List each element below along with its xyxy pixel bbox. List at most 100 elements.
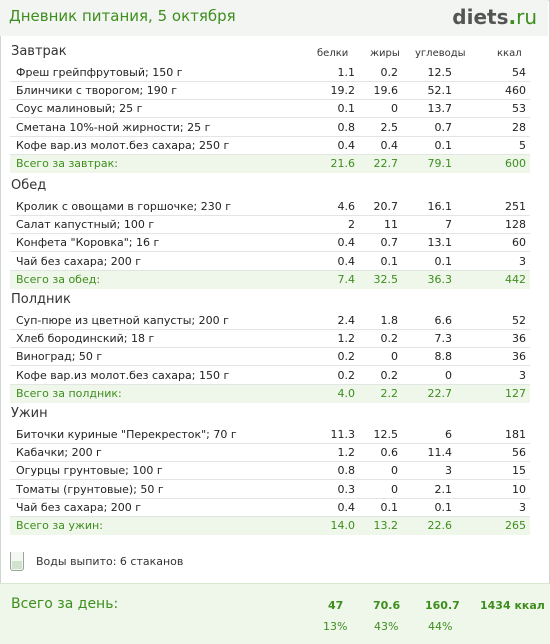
meal-total-row: Всего за завтрак: 21.6 22.7 79.1 600 <box>10 155 530 173</box>
food-name: Всего за завтрак: <box>16 157 119 170</box>
food-name: Кофе вар.из молот.без сахара; 250 г <box>16 139 230 152</box>
fat-value: 19.6 <box>373 84 399 97</box>
carbs-value: 7.3 <box>434 332 453 345</box>
fat-value: 0 <box>391 350 398 363</box>
carbs-value: 11.4 <box>427 446 453 459</box>
fat-value: 20.7 <box>373 200 399 213</box>
carbs-value: 79.1 <box>427 157 453 170</box>
carbs-value: 13.1 <box>427 236 453 249</box>
day-protein-pct: 13% <box>323 620 348 633</box>
protein-value: 19.2 <box>330 84 356 97</box>
food-name: Всего за обед: <box>16 273 101 286</box>
day-fat-pct: 43% <box>374 620 399 633</box>
kcal-value: 442 <box>505 273 526 286</box>
carbs-value: 3 <box>445 464 452 477</box>
fat-value: 0.6 <box>380 446 399 459</box>
water-text: Воды выпито: 6 стаканов <box>36 555 184 568</box>
food-row[interactable]: Конфета "Коровка"; 16 г 0.4 0.7 13.1 60 <box>10 234 530 252</box>
logo-tld: ru <box>516 5 537 29</box>
day-kcal: 1434 ккал <box>480 599 545 612</box>
carbs-value: 8.8 <box>434 350 453 363</box>
food-row[interactable]: Чай без сахара; 200 г 0.4 0.1 0.1 3 <box>10 499 530 517</box>
food-name: Конфета "Коровка"; 16 г <box>16 236 160 249</box>
fat-value: 1.8 <box>380 314 399 327</box>
carbs-value: 0.7 <box>434 121 453 134</box>
fat-value: 0 <box>391 464 398 477</box>
kcal-value: 5 <box>519 139 526 152</box>
protein-value: 0.2 <box>337 350 356 363</box>
food-name: Виноград; 50 г <box>16 350 103 363</box>
kcal-value: 53 <box>512 102 526 115</box>
food-row[interactable]: Кролик с овощами в горшочке; 230 г 4.6 20.… <box>10 198 530 216</box>
fat-value: 0.2 <box>380 66 399 79</box>
fat-value: 32.5 <box>373 273 399 286</box>
protein-value: 1.2 <box>337 446 356 459</box>
fat-value: 0.2 <box>380 332 399 345</box>
fat-value: 13.2 <box>373 519 399 532</box>
food-row[interactable]: Сметана 10%-ной жирности; 25 г 0.8 2.5 0.7 2… <box>10 119 530 137</box>
column-headers: белки жиры углеводы ккал <box>0 48 550 62</box>
protein-value: 2 <box>348 218 355 231</box>
kcal-value: 460 <box>505 84 526 97</box>
meal-title: Полдник <box>11 292 71 307</box>
carbs-value: 22.7 <box>427 387 453 400</box>
carbs-value: 16.1 <box>427 200 453 213</box>
kcal-value: 181 <box>505 428 526 441</box>
col-fat: жиры <box>370 48 400 59</box>
food-row[interactable]: Томаты (грунтовые); 50 г 0.3 0 2.1 10 <box>10 481 530 499</box>
food-row[interactable]: Чай без сахара; 200 г 0.4 0.1 0.1 3 <box>10 253 530 271</box>
kcal-value: 128 <box>505 218 526 231</box>
meal-title: Завтрак <box>11 44 67 59</box>
food-row[interactable]: Кабачки; 200 г 1.2 0.6 11.4 56 <box>10 444 530 462</box>
kcal-value: 54 <box>512 66 526 79</box>
fat-value: 2.2 <box>380 387 399 400</box>
protein-value: 11.3 <box>330 428 356 441</box>
carbs-value: 0.1 <box>434 501 453 514</box>
day-protein: 47 <box>328 599 344 612</box>
food-name: Всего за полдник: <box>16 387 122 400</box>
protein-value: 0.4 <box>337 236 356 249</box>
meal-title: Обед <box>11 178 47 193</box>
fat-value: 0 <box>391 102 398 115</box>
food-name: Кабачки; 200 г <box>16 446 102 459</box>
food-row[interactable]: Суп-пюре из цветной капусты; 200 г 2.4 1.8… <box>10 312 530 330</box>
protein-value: 0.4 <box>337 501 356 514</box>
food-row[interactable]: Кофе вар.из молот.без сахара; 250 г 0.4 0.… <box>10 137 530 155</box>
protein-value: 1.2 <box>337 332 356 345</box>
food-row[interactable]: Хлеб бородинский; 18 г 1.2 0.2 7.3 36 <box>10 330 530 348</box>
food-row[interactable]: Кофе вар.из молот.без сахара; 150 г 0.2 0.… <box>10 367 530 385</box>
fat-value: 2.5 <box>380 121 399 134</box>
food-row[interactable]: Блинчики с творогом; 190 г 19.2 19.6 52.1 46… <box>10 82 530 100</box>
food-name: Огурцы грунтовые; 100 г <box>16 464 163 477</box>
carbs-value: 0.1 <box>434 255 453 268</box>
food-row[interactable]: Виноград; 50 г 0.2 0 8.8 36 <box>10 348 530 366</box>
kcal-value: 28 <box>512 121 526 134</box>
food-row[interactable]: Фреш грейпфрутовый; 150 г 1.1 0.2 12.5 54 <box>10 64 530 82</box>
carbs-value: 12.5 <box>427 66 453 79</box>
kcal-value: 3 <box>519 369 526 382</box>
carbs-value: 6 <box>445 428 452 441</box>
food-row[interactable]: Биточки куриные "Перекресток"; 70 г 11.3 1… <box>10 426 530 444</box>
site-logo[interactable]: diets.ru <box>452 5 537 29</box>
protein-value: 0.3 <box>337 483 356 496</box>
food-name: Всего за ужин: <box>16 519 103 532</box>
food-name: Чай без сахара; 200 г <box>16 255 142 268</box>
kcal-value: 15 <box>512 464 526 477</box>
food-name: Салат капустный; 100 г <box>16 218 155 231</box>
carbs-value: 6.6 <box>434 314 453 327</box>
col-protein: белки <box>317 48 349 59</box>
fat-value: 0 <box>391 483 398 496</box>
protein-value: 1.1 <box>337 66 356 79</box>
day-total-label: Всего за день: <box>11 596 119 612</box>
day-carbs-pct: 44% <box>428 620 453 633</box>
carbs-value: 13.7 <box>427 102 453 115</box>
carbs-value: 7 <box>445 218 452 231</box>
food-row[interactable]: Огурцы грунтовые; 100 г 0.8 0 3 15 <box>10 462 530 480</box>
kcal-value: 56 <box>512 446 526 459</box>
food-row[interactable]: Салат капустный; 100 г 2 11 7 128 <box>10 216 530 234</box>
protein-value: 0.2 <box>337 369 356 382</box>
kcal-value: 52 <box>512 314 526 327</box>
fat-value: 0.4 <box>380 139 399 152</box>
food-row[interactable]: Соус малиновый; 25 г 0.1 0 13.7 53 <box>10 100 530 118</box>
protein-value: 2.4 <box>337 314 356 327</box>
